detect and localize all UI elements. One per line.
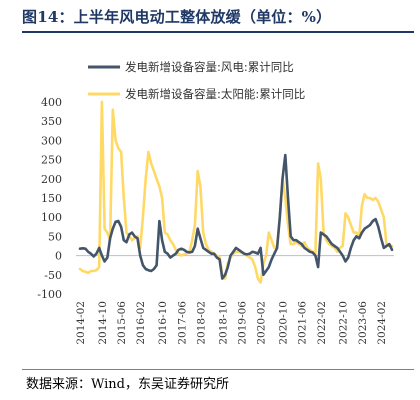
x-tick-label: 2019-06 <box>237 301 249 345</box>
figure-title: 图14：上半年风电动工整体放缓（单位：%） <box>22 8 332 26</box>
y-tick-label: 400 <box>41 96 62 109</box>
x-tick-label: 2020-10 <box>278 301 290 345</box>
x-tick-label: 2014-02 <box>75 301 87 345</box>
y-tick-label: 50 <box>48 230 62 243</box>
x-axis: 2014-02 2014-10 2015-06 2016-02 2016-10 2017-… <box>75 301 388 345</box>
legend-label-wind: 发电新增设备容量:风电:累计同比 <box>125 60 294 74</box>
y-tick-label: 0 <box>55 250 62 263</box>
series-layer <box>78 100 394 284</box>
x-tick-label: 2016-02 <box>135 301 147 345</box>
y-tick-label: 200 <box>41 173 62 186</box>
x-tick-label: 2022-02 <box>316 301 328 345</box>
y-tick-label: -50 <box>44 269 62 282</box>
x-tick-label: 2021-06 <box>297 301 309 345</box>
x-tick-label: 2024-02 <box>376 301 388 345</box>
y-axis: -100 -50 0 50 100 150 200 250 300 350 400 <box>37 96 62 301</box>
y-tick-label: 150 <box>41 192 62 205</box>
x-tick-label: 2015-06 <box>116 301 128 345</box>
y-tick-label: 100 <box>41 211 62 224</box>
x-tick-label: 2016-10 <box>157 301 169 345</box>
x-tick-label: 2022-10 <box>338 301 350 345</box>
y-tick-label: -100 <box>37 288 62 301</box>
x-tick-label: 2023-06 <box>357 301 369 345</box>
x-tick-label: 2020-02 <box>256 301 268 345</box>
series-line-wind <box>78 153 394 280</box>
y-tick-label: 250 <box>41 154 62 167</box>
bottom-divider <box>22 369 414 370</box>
source-note: 数据来源：Wind，东吴证券研究所 <box>26 377 229 392</box>
x-tick-label: 2014-10 <box>97 301 109 345</box>
y-tick-label: 300 <box>41 134 62 147</box>
series-line-solar <box>78 100 394 284</box>
legend-label-solar: 发电新增设备容量:太阳能:累计同比 <box>125 87 305 101</box>
x-tick-label: 2017-06 <box>176 301 188 345</box>
title-divider <box>22 31 414 33</box>
y-tick-label: 350 <box>41 115 62 128</box>
x-tick-label: 2018-10 <box>217 301 229 345</box>
x-tick-label: 2018-02 <box>195 301 207 345</box>
